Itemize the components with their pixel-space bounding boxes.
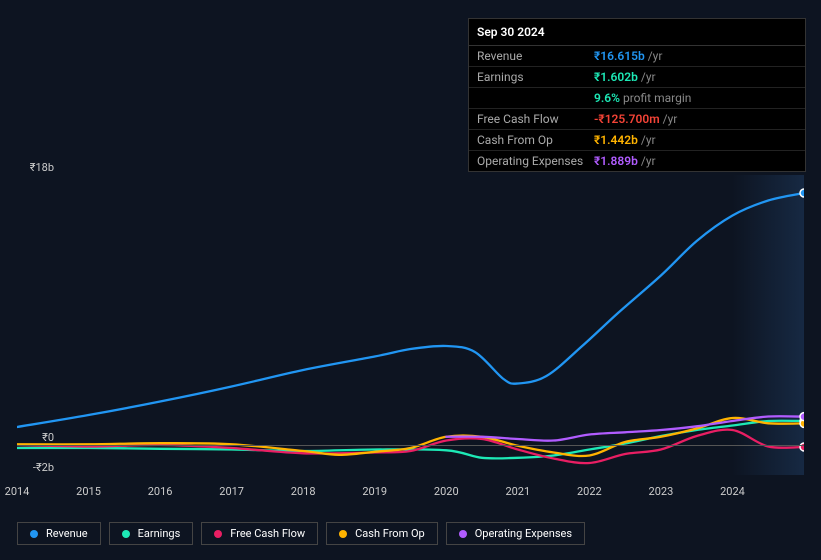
tooltip-row-unit: profit margin: [623, 91, 691, 105]
legend-dot-icon: [339, 530, 347, 538]
tooltip-row-unit: /yr: [663, 112, 678, 126]
data-tooltip: Sep 30 2024 Revenue₹16.615b/yrEarnings₹1…: [468, 18, 806, 172]
legend-dot-icon: [459, 530, 467, 538]
legend-label: Free Cash Flow: [230, 527, 305, 540]
tooltip-row-label: [477, 91, 594, 105]
chart-plot-area[interactable]: [17, 175, 804, 475]
tooltip-row: 9.6%profit margin: [469, 88, 805, 109]
x-axis-label: 2017: [219, 485, 244, 498]
x-axis-label: 2016: [148, 485, 173, 498]
tooltip-row-unit: /yr: [641, 133, 656, 147]
x-axis-label: 2020: [434, 485, 459, 498]
tooltip-row-unit: /yr: [641, 154, 656, 168]
x-axis-label: 2023: [649, 485, 674, 498]
tooltip-row: Free Cash Flow-₹125.700m/yr: [469, 109, 805, 130]
tooltip-row-value: 9.6%: [594, 91, 620, 105]
tooltip-row-value: ₹16.615b: [594, 49, 645, 63]
series-revenue: [17, 193, 804, 427]
legend-label: Operating Expenses: [475, 527, 572, 540]
legend-item-free-cash-flow[interactable]: Free Cash Flow: [201, 522, 318, 545]
tooltip-row: Cash From Op₹1.442b/yr: [469, 130, 805, 151]
chart-svg: [17, 175, 804, 475]
tooltip-row: Operating Expenses₹1.889b/yr: [469, 151, 805, 171]
tooltip-row-label: Operating Expenses: [477, 154, 594, 168]
x-axis-label: 2015: [76, 485, 101, 498]
series-earnings: [17, 421, 804, 459]
legend-item-cash-from-op[interactable]: Cash From Op: [326, 522, 438, 545]
tooltip-row-label: Revenue: [477, 49, 594, 63]
legend-item-earnings[interactable]: Earnings: [109, 522, 194, 545]
x-axis-label: 2024: [720, 485, 745, 498]
legend-label: Cash From Op: [355, 527, 425, 540]
tooltip-row-unit: /yr: [648, 49, 663, 63]
tooltip-row-value: -₹125.700m: [594, 112, 660, 126]
legend-label: Earnings: [138, 527, 181, 540]
tooltip-row-value: ₹1.442b: [594, 133, 638, 147]
tooltip-row-label: Cash From Op: [477, 133, 594, 147]
y-axis-label: -₹2b: [20, 461, 54, 474]
tooltip-row-unit: /yr: [641, 70, 656, 84]
series-cash-from-op: [17, 418, 804, 456]
chart-highlight-region: [732, 175, 804, 475]
legend-dot-icon: [30, 530, 38, 538]
x-axis-label: 2019: [362, 485, 387, 498]
tooltip-row: Revenue₹16.615b/yr: [469, 46, 805, 67]
legend-dot-icon: [122, 530, 130, 538]
tooltip-row-label: Free Cash Flow: [477, 112, 594, 126]
x-axis-label: 2022: [577, 485, 602, 498]
tooltip-row-value: ₹1.889b: [594, 154, 638, 168]
y-axis-label: ₹0: [20, 431, 54, 444]
x-axis-label: 2021: [505, 485, 530, 498]
chart-legend: Revenue Earnings Free Cash Flow Cash From O…: [17, 522, 585, 545]
series-free-cash-flow: [17, 430, 804, 464]
tooltip-date: Sep 30 2024: [469, 19, 805, 46]
x-axis-label: 2018: [291, 485, 316, 498]
tooltip-row-value: ₹1.602b: [594, 70, 638, 84]
legend-dot-icon: [214, 530, 222, 538]
legend-label: Revenue: [46, 527, 88, 540]
x-axis-label: 2014: [5, 485, 30, 498]
legend-item-operating-expenses[interactable]: Operating Expenses: [446, 522, 585, 545]
tooltip-row-label: Earnings: [477, 70, 594, 84]
legend-item-revenue[interactable]: Revenue: [17, 522, 101, 545]
chart-baseline: [17, 445, 804, 446]
y-axis-label: ₹18b: [20, 161, 54, 174]
tooltip-row: Earnings₹1.602b/yr: [469, 67, 805, 88]
